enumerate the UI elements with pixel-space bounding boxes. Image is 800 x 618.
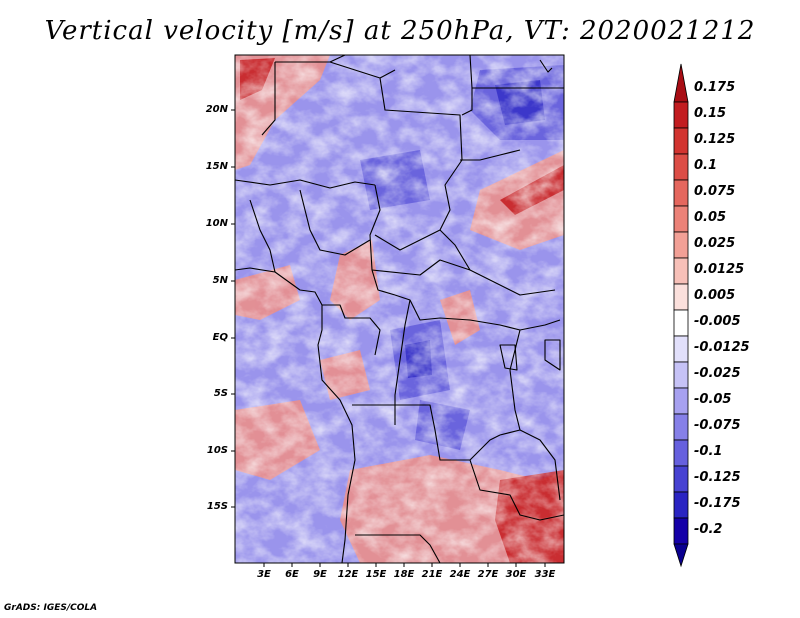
colorbar-swatch	[673, 543, 689, 568]
grads-credit: GrADS: IGES/COLA	[4, 603, 98, 613]
colorbar-swatch	[673, 335, 689, 363]
colorbar-label: 0.005	[694, 288, 736, 303]
map-title: Vertical velocity [m/s] at 250hPa, VT: 2…	[44, 16, 756, 46]
colorbar-label: -0.175	[694, 496, 741, 511]
colorbar-swatch	[673, 231, 689, 259]
lat-label-10s: 10S	[206, 445, 228, 456]
colorbar-swatch	[673, 257, 689, 285]
lat-label-15n: 15N	[205, 161, 228, 172]
colorbar	[673, 63, 689, 568]
lon-label-33e: 33E	[534, 569, 556, 580]
colorbar-swatch	[673, 491, 689, 519]
colorbar-label: -0.0125	[694, 340, 750, 355]
lat-label-eq: EQ	[212, 332, 228, 343]
lon-ticks	[263, 563, 546, 567]
colorbar-label: 0.0125	[694, 262, 745, 277]
colorbar-label: 0.175	[694, 80, 736, 95]
colorbar-label: 0.125	[694, 132, 736, 147]
lat-label-10n: 10N	[205, 218, 228, 229]
lon-label-21e: 21E	[421, 569, 443, 580]
colorbar-swatch	[673, 517, 689, 545]
colorbar-swatch	[673, 413, 689, 441]
colorbar-label: -0.005	[694, 314, 741, 329]
map-frame	[234, 54, 565, 564]
lon-label-27e: 27E	[477, 569, 499, 580]
colorbar-swatch	[673, 361, 689, 389]
colorbar-label: -0.05	[694, 392, 732, 407]
colorbar-label: 0.075	[694, 184, 736, 199]
colorbar-label: -0.125	[694, 470, 741, 485]
colorbar-swatch	[673, 63, 689, 103]
colorbar-swatch	[673, 439, 689, 467]
colorbar-label: -0.1	[694, 444, 723, 459]
colorbar-swatch	[673, 387, 689, 415]
lat-label-20n: 20N	[205, 104, 228, 115]
lon-label-30e: 30E	[505, 569, 527, 580]
colorbar-swatch	[673, 465, 689, 493]
lon-label-12e: 12E	[337, 569, 359, 580]
colorbar-swatch	[673, 205, 689, 233]
lon-label-15e: 15E	[365, 569, 387, 580]
colorbar-label: -0.2	[694, 522, 723, 537]
colorbar-swatch	[673, 283, 689, 311]
lat-label-5n: 5N	[212, 275, 228, 286]
colorbar-label: 0.1	[694, 158, 718, 173]
velocity-field	[235, 55, 564, 563]
lat-label-15s: 15S	[206, 501, 228, 512]
colorbar-swatch	[673, 309, 689, 337]
lon-label-18e: 18E	[393, 569, 415, 580]
colorbar-label: 0.025	[694, 236, 736, 251]
colorbar-swatch	[673, 127, 689, 155]
colorbar-label: -0.075	[694, 418, 741, 433]
lon-label-9e: 9E	[313, 569, 327, 580]
lat-label-5s: 5S	[213, 388, 228, 399]
lat-ticks	[231, 109, 235, 508]
colorbar-label: -0.025	[694, 366, 741, 381]
lon-label-24e: 24E	[449, 569, 471, 580]
colorbar-label: 0.15	[694, 106, 727, 121]
colorbar-swatch	[673, 179, 689, 207]
lon-label-3e: 3E	[257, 569, 271, 580]
colorbar-swatch	[673, 101, 689, 129]
colorbar-label: 0.05	[694, 210, 727, 225]
lon-label-6e: 6E	[285, 569, 299, 580]
colorbar-swatch	[673, 153, 689, 181]
